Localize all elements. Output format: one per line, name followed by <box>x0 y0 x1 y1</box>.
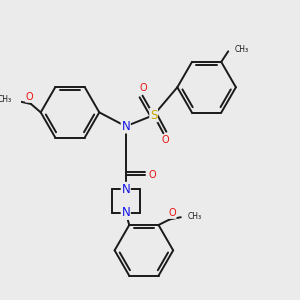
Text: CH₃: CH₃ <box>0 95 12 104</box>
Text: O: O <box>26 92 33 102</box>
Text: O: O <box>149 170 156 180</box>
Text: N: N <box>122 182 130 196</box>
Text: CH₃: CH₃ <box>187 212 201 221</box>
Text: O: O <box>140 83 147 93</box>
Text: S: S <box>150 109 157 122</box>
Text: O: O <box>161 135 169 145</box>
Text: N: N <box>122 120 130 133</box>
Text: CH₃: CH₃ <box>235 45 249 54</box>
Text: N: N <box>122 206 130 219</box>
Text: O: O <box>168 208 176 218</box>
